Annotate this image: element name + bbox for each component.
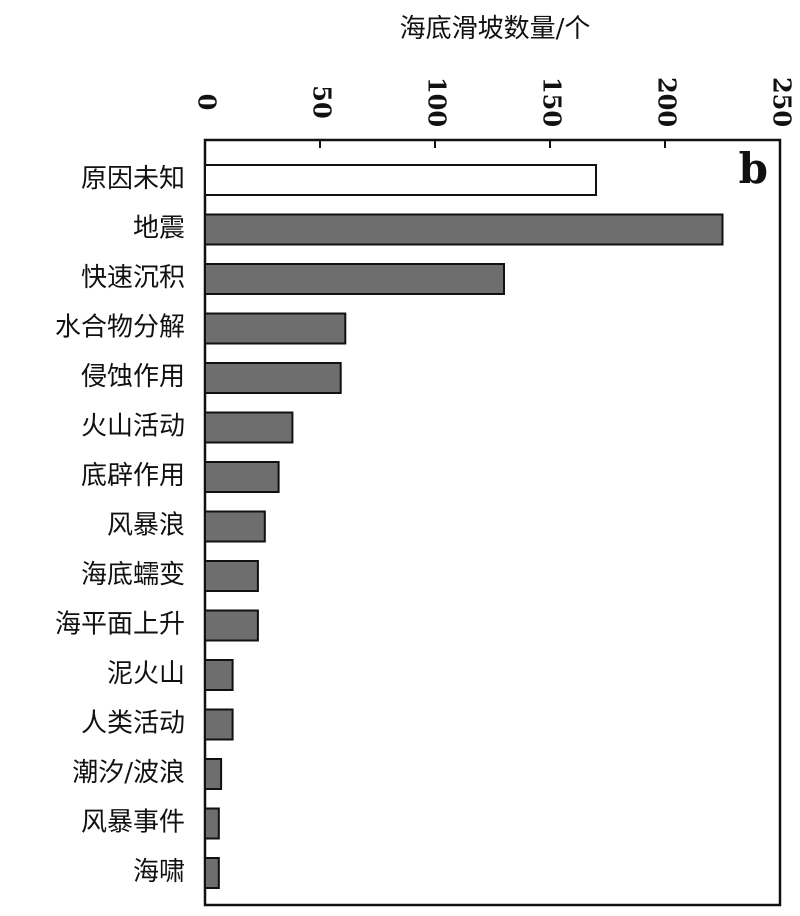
y-tick-label: 海啸	[133, 857, 185, 887]
y-tick-label: 人类活动	[81, 709, 185, 739]
bar	[204, 609, 259, 642]
panel-label: b	[739, 144, 768, 193]
bar	[204, 213, 724, 246]
y-tick-label: 快速沉积	[81, 263, 185, 293]
bar	[204, 659, 234, 691]
y-tick-label: 侵蚀作用	[81, 362, 185, 392]
y-tick-label: 水合物分解	[55, 313, 185, 343]
bar	[204, 510, 266, 543]
bar	[204, 708, 234, 741]
bar	[204, 758, 223, 790]
plot-frame	[203, 138, 782, 907]
axis-title: 海底滑坡数量/个	[400, 14, 591, 44]
x-tick-label: 0	[193, 94, 222, 111]
bar	[204, 164, 597, 196]
y-tick-label: 泥火山	[107, 659, 185, 689]
y-tick-label: 风暴事件	[81, 808, 185, 838]
y-tick-label: 海平面上升	[55, 610, 185, 640]
y-tick-label: 风暴浪	[107, 511, 185, 541]
x-tick-label: 200	[653, 77, 682, 127]
y-tick-label: 原因未知	[81, 164, 185, 194]
bar	[204, 312, 347, 345]
bar	[204, 411, 294, 444]
bar	[204, 263, 505, 295]
bar	[204, 807, 220, 840]
y-tick-label: 海底蠕变	[81, 560, 185, 590]
bar	[204, 362, 342, 394]
bar	[204, 560, 259, 592]
y-tick-label: 地震	[133, 214, 185, 244]
x-tick-label: 150	[538, 77, 567, 127]
y-tick-label: 火山活动	[81, 412, 185, 442]
x-tick-label: 50	[308, 85, 337, 118]
x-tick-label: 250	[768, 77, 797, 127]
bar	[204, 857, 220, 889]
x-tick-label: 100	[423, 77, 452, 127]
y-tick-label: 底辟作用	[81, 461, 185, 491]
y-tick-label: 潮汐/波浪	[72, 758, 185, 788]
bar	[204, 461, 280, 493]
